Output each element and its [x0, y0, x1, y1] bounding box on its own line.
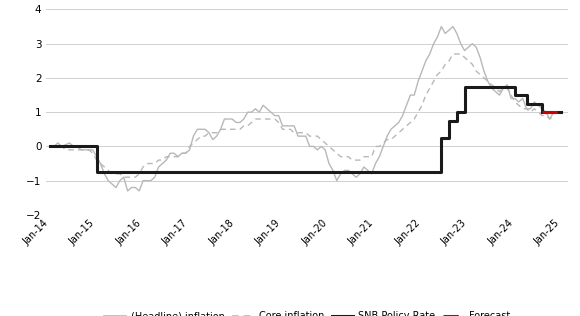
Legend: (Headline) inflation, Core inflation, SNB Policy Rate, Forecast: (Headline) inflation, Core inflation, SN… — [100, 307, 514, 316]
